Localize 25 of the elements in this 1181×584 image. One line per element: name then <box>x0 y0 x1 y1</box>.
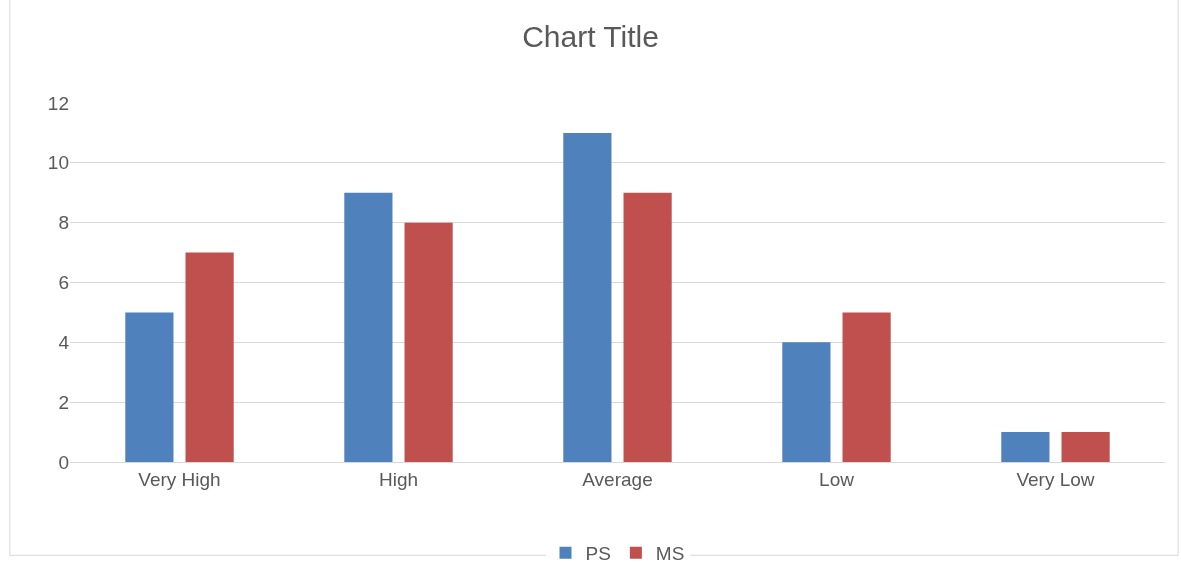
bar <box>1061 432 1110 462</box>
bar <box>404 222 453 462</box>
bar <box>125 312 174 462</box>
y-tick-label: 0 <box>58 451 69 473</box>
y-tick-label: 6 <box>58 272 69 294</box>
x-tick-label: Very Low <box>1016 468 1095 490</box>
bar <box>563 132 612 462</box>
legend-label: MS <box>655 543 685 565</box>
bar <box>623 192 672 462</box>
bar <box>1001 432 1050 462</box>
x-tick-label: Low <box>819 468 855 490</box>
y-tick-label: 10 <box>47 152 69 174</box>
bar <box>842 312 891 462</box>
bar <box>782 342 831 462</box>
chart-title: Chart Title <box>522 20 659 54</box>
y-tick-label: 8 <box>58 212 69 234</box>
y-tick-label: 4 <box>58 331 70 353</box>
x-tick-label: Very High <box>138 468 221 490</box>
x-tick-label: High <box>378 468 419 490</box>
x-tick-label: Average <box>582 468 653 490</box>
legend-label: PS <box>585 543 611 565</box>
y-tick-label: 12 <box>47 92 69 114</box>
y-tick-label: 2 <box>58 391 69 413</box>
bar <box>344 192 393 462</box>
bar <box>185 252 234 462</box>
